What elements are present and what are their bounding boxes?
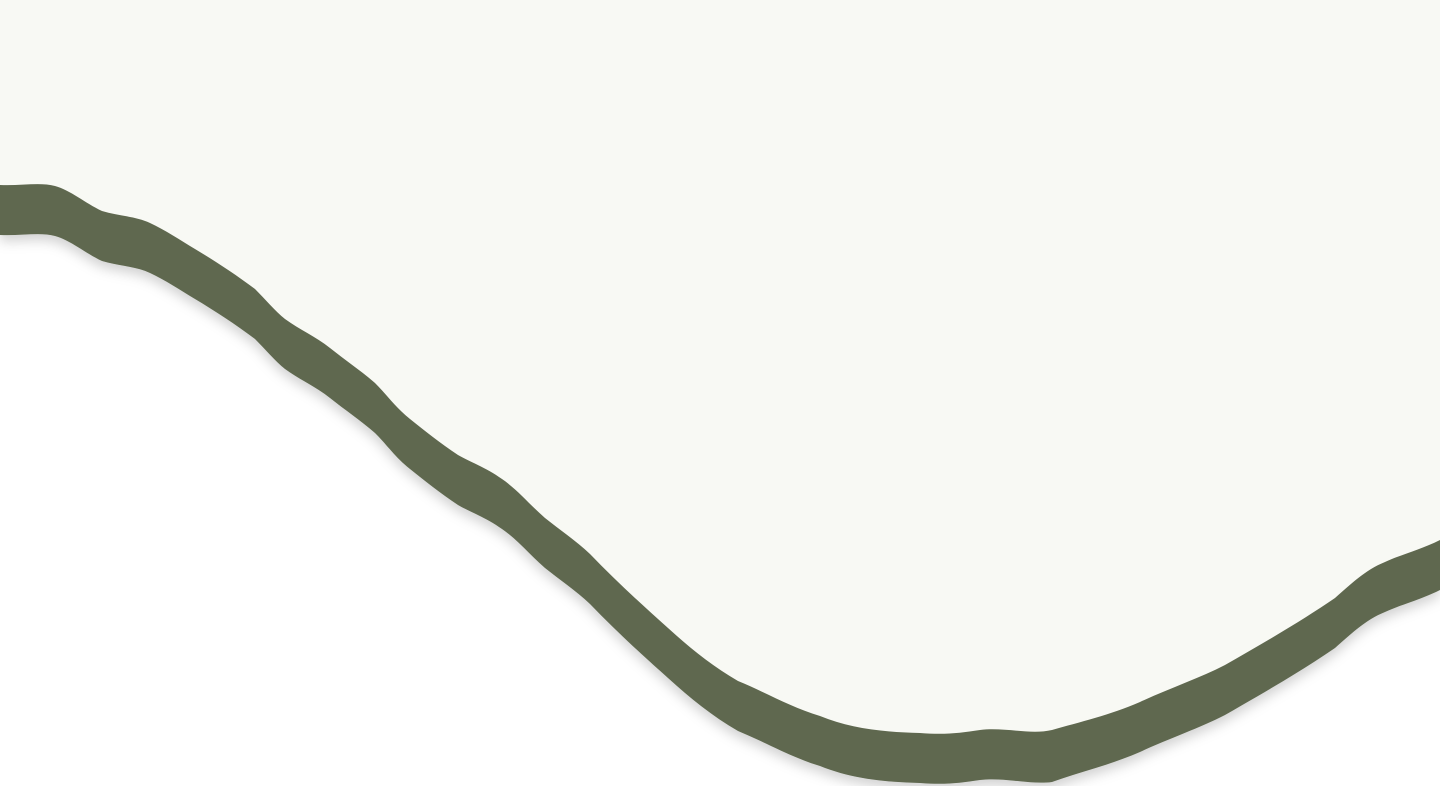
- panel-background: [0, 0, 1440, 734]
